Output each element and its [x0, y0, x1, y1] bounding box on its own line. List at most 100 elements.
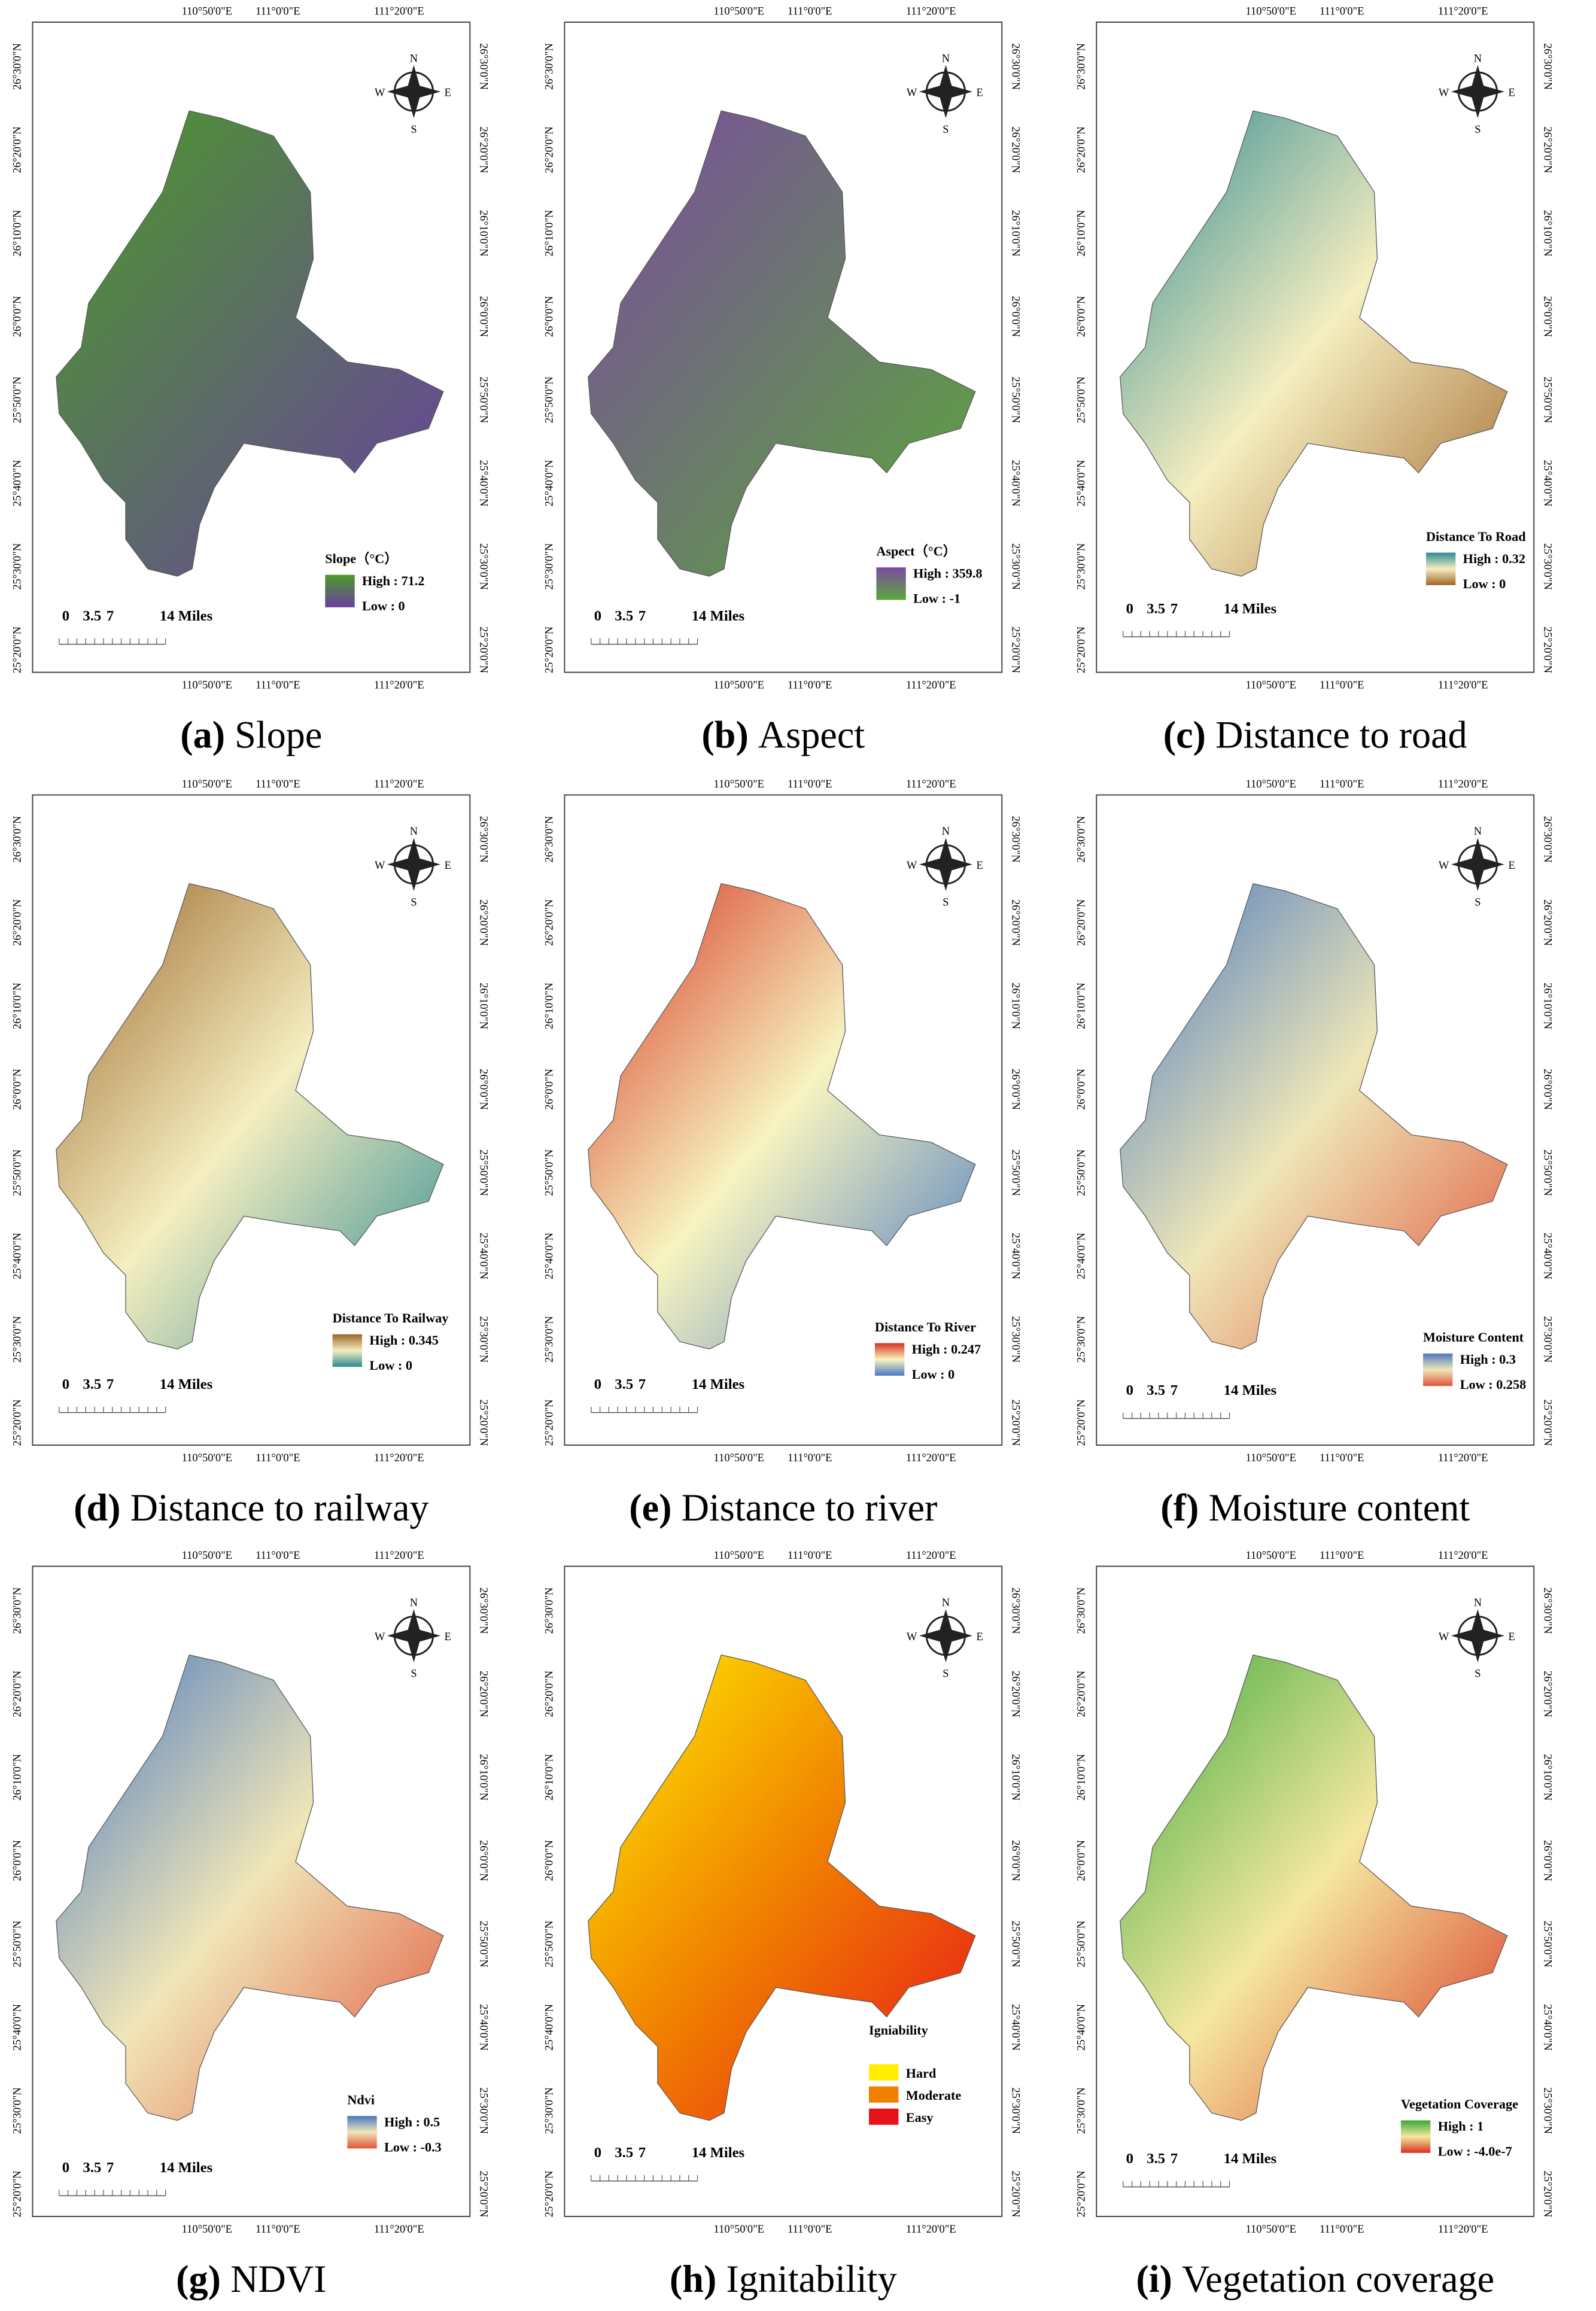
lat-label: 25°40'0"N [1542, 460, 1554, 507]
lat-label: 25°30'0"N [1010, 2087, 1022, 2134]
lon-label: 111°0'0"E [788, 680, 832, 692]
scale-label: 14 Miles [160, 2160, 212, 2176]
caption-tag: (c) [1163, 713, 1206, 756]
lon-label: 110°50'0"E [1245, 2224, 1296, 2236]
legend-title: Distance To Road [1426, 529, 1526, 544]
lat-label: 25°30'0"N [478, 1316, 490, 1363]
lon-label: 111°20'0"E [1438, 6, 1488, 18]
scale-label: 3.5 [1147, 601, 1165, 617]
lat-label: 26°30'0"N [478, 816, 490, 863]
legend-title: Ndvi [347, 2092, 375, 2107]
lat-label: 26°0'0"N [1076, 1069, 1088, 1110]
compass-s: S [411, 1668, 417, 1680]
lon-label: 111°20'0"E [906, 1550, 956, 1562]
lat-label: 25°40'0"N [1542, 2004, 1554, 2051]
compass-w: W [1439, 860, 1449, 872]
lon-label: 110°50'0"E [182, 1550, 232, 1562]
lat-label: 26°0'0"N [12, 296, 24, 337]
legend-label: Low : -1 [913, 591, 960, 606]
compass-n: N [1474, 1597, 1482, 1609]
lat-label: 26°10'0"N [12, 1754, 24, 1801]
study-area [56, 1654, 444, 2121]
lat-label: 25°20'0"N [1076, 627, 1088, 673]
legend-swatch [869, 2064, 899, 2081]
legend-label: Low : 0 [369, 1358, 412, 1373]
lat-label: 25°30'0"N [12, 543, 24, 590]
lat-label: 25°20'0"N [1076, 2170, 1088, 2217]
lat-label: 26°20'0"N [1542, 899, 1554, 946]
scale-label: 3.5 [615, 2145, 633, 2161]
lon-label: 111°20'0"E [1438, 779, 1488, 790]
lon-label: 111°0'0"E [788, 2224, 832, 2236]
legend-ramp [1423, 1353, 1453, 1386]
lat-label: 25°40'0"N [1076, 2004, 1088, 2051]
lat-label: 26°0'0"N [544, 296, 556, 337]
lat-label: 26°10'0"N [12, 210, 24, 257]
scale-label: 0 [62, 608, 69, 624]
lat-label: 25°40'0"N [12, 460, 24, 507]
lat-label: 25°20'0"N [1076, 1399, 1088, 1446]
study-area [56, 883, 444, 1350]
caption-text: Distance to river [682, 1486, 938, 1529]
lat-label: 26°30'0"N [12, 43, 24, 90]
lat-label: 25°20'0"N [12, 1399, 24, 1446]
legend-label: High : 1 [1438, 2119, 1484, 2134]
lat-label: 26°20'0"N [12, 126, 24, 173]
lat-label: 26°30'0"N [478, 43, 490, 90]
compass-s: S [943, 124, 949, 136]
map-panel: 110°50'0"E 110°50'0"E 111°0'0"E 111°0'0"E 11… [1076, 6, 1554, 756]
lon-label: 111°0'0"E [256, 6, 300, 18]
compass-e: E [977, 87, 983, 99]
lon-label: 111°0'0"E [788, 1452, 832, 1464]
lat-label: 26°0'0"N [1010, 1069, 1022, 1110]
compass-s: S [943, 1668, 949, 1680]
caption-text: NDVI [230, 2258, 326, 2300]
scale-label: 14 Miles [1224, 2151, 1276, 2167]
legend-label: Easy [906, 2110, 934, 2125]
scale-label: 14 Miles [160, 608, 212, 624]
compass-e: E [445, 860, 451, 872]
lat-label: 25°40'0"N [478, 2004, 490, 2051]
lat-label: 26°0'0"N [1076, 296, 1088, 337]
lat-label: 26°20'0"N [12, 899, 24, 946]
lat-label: 25°20'0"N [544, 2170, 556, 2217]
lon-label: 110°50'0"E [182, 6, 232, 18]
lat-label: 25°40'0"N [12, 1233, 24, 1279]
legend-label: Low : 0.258 [1460, 1377, 1526, 1392]
lat-label: 25°40'0"N [544, 1233, 556, 1279]
caption: (g) NDVI [176, 2258, 326, 2300]
legend-label: High : 0.5 [384, 2114, 440, 2129]
lon-label: 111°20'0"E [906, 2224, 956, 2236]
scale-label: 7 [639, 1376, 646, 1392]
caption: (h) Ignitability [670, 2258, 897, 2300]
lat-label: 25°20'0"N [478, 1399, 490, 1446]
study-area [1120, 1654, 1508, 2121]
lon-label: 111°20'0"E [374, 2224, 424, 2236]
lon-label: 111°20'0"E [374, 779, 424, 790]
scale-label: 0 [62, 2160, 69, 2176]
lon-label: 111°0'0"E [1320, 2224, 1364, 2236]
lat-label: 26°10'0"N [544, 1754, 556, 1801]
lat-label: 25°30'0"N [1542, 1316, 1554, 1363]
lat-label: 26°20'0"N [478, 126, 490, 173]
legend-title: Slope（°C） [325, 551, 397, 566]
lat-label: 25°30'0"N [1010, 1316, 1022, 1363]
map-panel: 110°50'0"E 110°50'0"E 111°0'0"E 111°0'0"E 11… [544, 6, 1022, 756]
lat-label: 26°30'0"N [1010, 816, 1022, 863]
caption-text: Distance to railway [130, 1486, 429, 1529]
compass-e: E [1509, 860, 1515, 872]
map-panel: 110°50'0"E 110°50'0"E 111°0'0"E 111°0'0"E 11… [12, 779, 490, 1529]
lat-label: 25°50'0"N [1542, 376, 1554, 423]
lon-label: 111°20'0"E [906, 1452, 956, 1464]
scale-label: 14 Miles [692, 1376, 744, 1392]
scale-label: 7 [107, 1376, 114, 1392]
lon-label: 110°50'0"E [1245, 1550, 1296, 1562]
lat-label: 25°40'0"N [1076, 1233, 1088, 1279]
scale-label: 14 Miles [1224, 1382, 1276, 1398]
lat-label: 26°10'0"N [1542, 1754, 1554, 1801]
study-area [588, 883, 976, 1350]
scale-label: 0 [62, 1376, 69, 1392]
lat-label: 26°20'0"N [1076, 126, 1088, 173]
lat-label: 25°20'0"N [1542, 1399, 1554, 1446]
map-panel: 110°50'0"E 110°50'0"E 111°0'0"E 111°0'0"E 11… [1076, 779, 1554, 1529]
